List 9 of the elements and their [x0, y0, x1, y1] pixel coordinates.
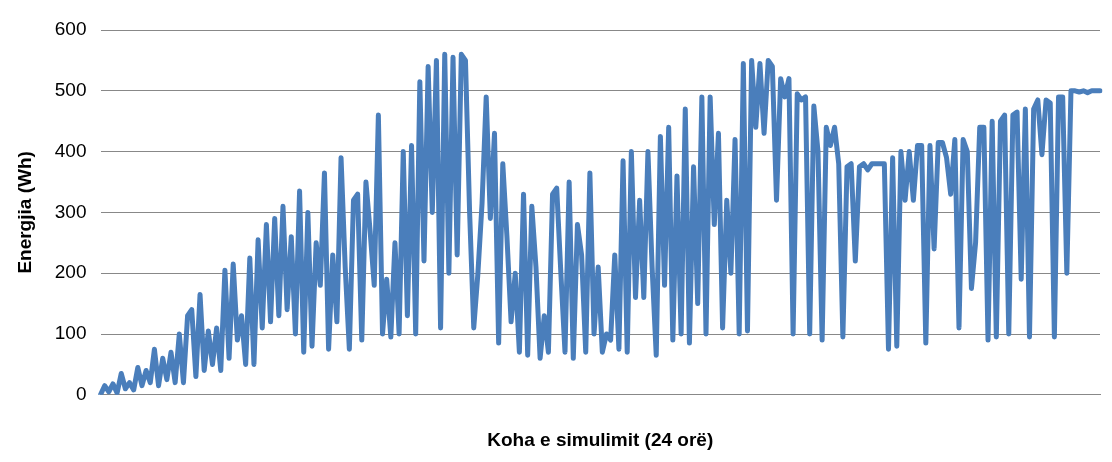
x-axis-title: Koha e simulimit (24 orë) — [487, 428, 714, 450]
y-tick-label: 200 — [54, 261, 87, 283]
y-tick-label: 400 — [54, 139, 87, 161]
y-tick-label: 500 — [54, 79, 87, 101]
y-tick-label: 0 — [75, 383, 87, 405]
y-tick-label: 100 — [54, 322, 87, 344]
y-axis-title: Energjia (Wh) — [13, 151, 35, 274]
y-tick-label: 300 — [54, 200, 87, 222]
y-tick-label: 600 — [54, 18, 87, 40]
